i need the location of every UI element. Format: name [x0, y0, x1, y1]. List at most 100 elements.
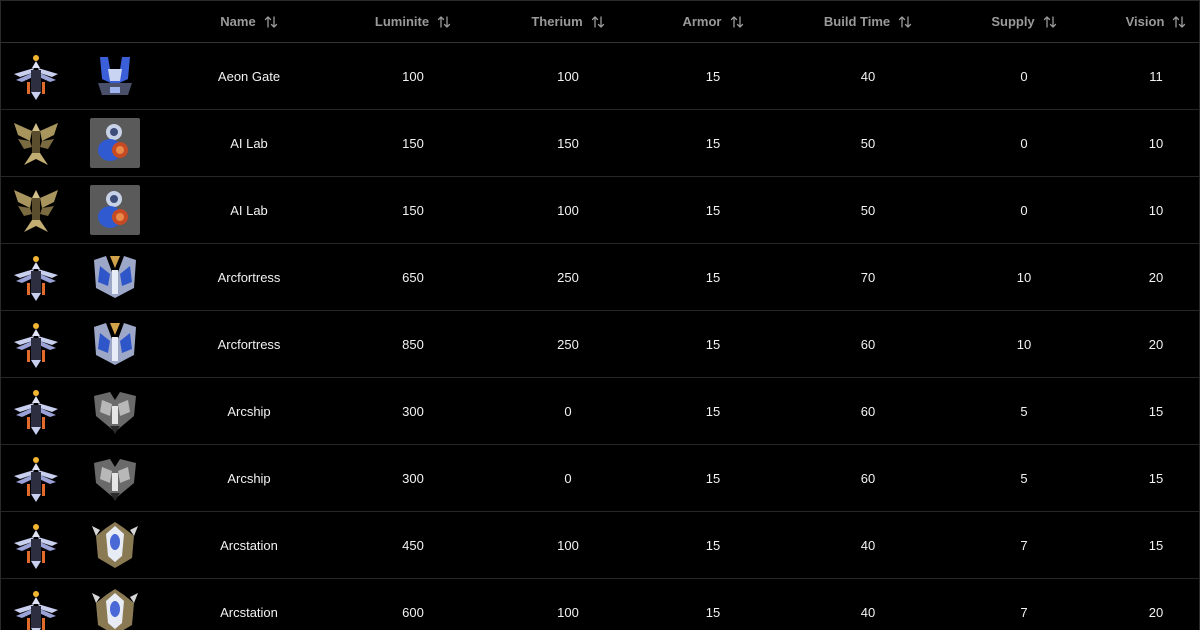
aru-faction-icon — [1, 385, 71, 437]
arcfortress-icon — [90, 319, 140, 369]
aru-faction-icon — [1, 452, 71, 504]
aru-faction-icon — [1, 251, 71, 303]
ai-lab-icon — [90, 185, 140, 235]
cell-name: Arcfortress — [217, 269, 281, 285]
aru-faction-icon — [1, 50, 71, 102]
cell-therium: 100 — [557, 537, 579, 553]
unit-image-cell — [71, 51, 159, 101]
cell-therium: 150 — [557, 135, 579, 151]
header-luminite[interactable]: Luminite — [339, 14, 487, 29]
table-row[interactable]: AI Lab 150 150 15 50 0 10 — [1, 110, 1199, 177]
cell-therium: 0 — [564, 470, 572, 486]
cell-build-time: 70 — [860, 269, 876, 285]
cell-supply: 0 — [1020, 68, 1028, 84]
unit-image-cell — [71, 252, 159, 302]
cell-armor: 15 — [705, 403, 721, 419]
table-row[interactable]: Arcship 300 0 15 60 5 15 — [1, 445, 1199, 512]
table-row[interactable]: Aeon Gate 100 100 15 40 0 11 — [1, 43, 1199, 110]
cell-name: AI Lab — [230, 202, 268, 218]
cell-name: Arcfortress — [217, 336, 281, 352]
table-row[interactable]: Arcship 300 0 15 60 5 15 — [1, 378, 1199, 445]
cell-name: Arcstation — [220, 537, 278, 553]
cell-therium: 100 — [557, 68, 579, 84]
cell-build-time: 60 — [860, 403, 876, 419]
sort-arrows-icon — [591, 15, 605, 29]
cell-therium: 100 — [557, 202, 579, 218]
ai-lab-icon — [90, 118, 140, 168]
cell-build-time: 40 — [860, 68, 876, 84]
cell-vision: 11 — [1149, 68, 1163, 84]
header-armor-label: Armor — [682, 14, 722, 29]
header-therium-label: Therium — [531, 14, 583, 29]
header-therium[interactable]: Therium — [487, 14, 649, 29]
cell-armor: 15 — [705, 470, 721, 486]
cell-build-time: 50 — [860, 135, 876, 151]
cell-supply: 0 — [1020, 202, 1028, 218]
sort-arrows-icon — [730, 15, 744, 29]
cell-therium: 100 — [557, 604, 579, 620]
cell-luminite: 150 — [402, 202, 424, 218]
cell-vision: 15 — [1148, 537, 1164, 553]
cell-armor: 15 — [705, 269, 721, 285]
qrath-eagle-faction-icon — [1, 184, 71, 236]
cell-supply: 0 — [1020, 135, 1028, 151]
cell-therium: 0 — [564, 403, 572, 419]
unit-image-cell — [71, 520, 159, 570]
aru-faction-icon — [1, 586, 71, 630]
arcship-icon — [90, 386, 140, 436]
cell-luminite: 300 — [402, 470, 424, 486]
sort-arrows-icon — [898, 15, 912, 29]
header-build-time[interactable]: Build Time — [777, 14, 959, 29]
cell-armor: 15 — [705, 202, 721, 218]
header-name[interactable]: Name — [159, 14, 339, 29]
cell-vision: 15 — [1148, 470, 1164, 486]
cell-armor: 15 — [705, 604, 721, 620]
cell-luminite: 850 — [402, 336, 424, 352]
table-body: Aeon Gate 100 100 15 40 0 11 AI Lab 150 150 15 50 0 1… — [1, 43, 1199, 630]
header-supply[interactable]: Supply — [959, 14, 1089, 29]
aru-faction-icon — [1, 519, 71, 571]
sort-arrows-icon — [264, 15, 278, 29]
cell-supply: 7 — [1020, 604, 1028, 620]
cell-name: Arcstation — [220, 604, 278, 620]
table-row[interactable]: Arcfortress 650 250 15 70 10 20 — [1, 244, 1199, 311]
cell-vision: 20 — [1148, 269, 1164, 285]
table-row[interactable]: AI Lab 150 100 15 50 0 10 — [1, 177, 1199, 244]
table-row[interactable]: Arcstation 600 100 15 40 7 20 — [1, 579, 1199, 630]
cell-luminite: 650 — [402, 269, 424, 285]
cell-armor: 15 — [705, 68, 721, 84]
cell-name: AI Lab — [230, 135, 268, 151]
arcstation-icon — [90, 520, 140, 570]
header-vision[interactable]: Vision — [1089, 14, 1199, 29]
cell-luminite: 150 — [402, 135, 424, 151]
cell-build-time: 50 — [860, 202, 876, 218]
cell-luminite: 300 — [402, 403, 424, 419]
unit-image-cell — [71, 185, 159, 235]
cell-name: Arcship — [227, 470, 271, 486]
qrath-eagle-faction-icon — [1, 117, 71, 169]
cell-name: Arcship — [227, 403, 271, 419]
table-row[interactable]: Arcfortress 850 250 15 60 10 20 — [1, 311, 1199, 378]
arcship-icon — [90, 453, 140, 503]
aru-faction-icon — [1, 318, 71, 370]
unit-image-cell — [71, 386, 159, 436]
table-row[interactable]: Arcstation 450 100 15 40 7 15 — [1, 512, 1199, 579]
header-vision-label: Vision — [1125, 14, 1165, 29]
cell-vision: 20 — [1148, 604, 1164, 620]
cell-build-time: 60 — [860, 470, 876, 486]
header-build-time-label: Build Time — [823, 14, 891, 29]
arcfortress-icon — [90, 252, 140, 302]
cell-luminite: 100 — [402, 68, 424, 84]
unit-image-cell — [71, 453, 159, 503]
cell-supply: 5 — [1020, 470, 1028, 486]
header-luminite-label: Luminite — [374, 14, 430, 29]
header-armor[interactable]: Armor — [649, 14, 777, 29]
cell-armor: 15 — [705, 336, 721, 352]
cell-supply: 10 — [1016, 336, 1032, 352]
sort-arrows-icon — [1172, 15, 1186, 29]
cell-luminite: 600 — [402, 604, 424, 620]
unit-image-cell — [71, 118, 159, 168]
header-name-label: Name — [220, 14, 256, 29]
cell-vision: 15 — [1148, 403, 1164, 419]
